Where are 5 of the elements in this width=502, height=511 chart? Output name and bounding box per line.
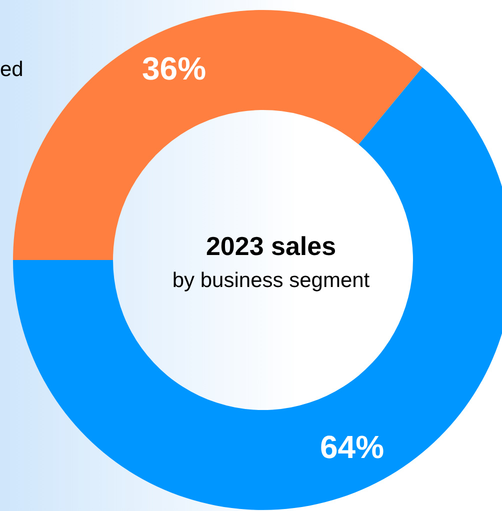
text: 2023 sales [206, 231, 336, 262]
data-label: 36% [142, 50, 206, 87]
text: by business segment [172, 268, 370, 292]
text: ed [0, 58, 24, 81]
data-label: 64% [320, 428, 384, 465]
